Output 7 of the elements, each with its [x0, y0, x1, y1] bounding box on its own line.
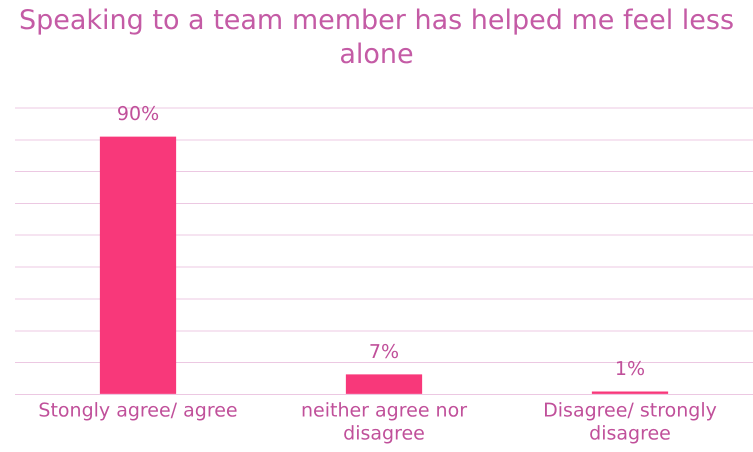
data-label: 1% [614, 358, 646, 380]
data-label: 7% [368, 340, 400, 363]
chart-title: Speaking to a team member has helped me feel less alone [18, 4, 736, 72]
x-tick-label: Stongly agree/ agree [38, 400, 238, 422]
x-tick-label: Disagree/ strongly disagree [543, 400, 717, 445]
data-label: 90% [116, 103, 160, 126]
x-tick-label: neither agree nor disagree [300, 400, 468, 445]
